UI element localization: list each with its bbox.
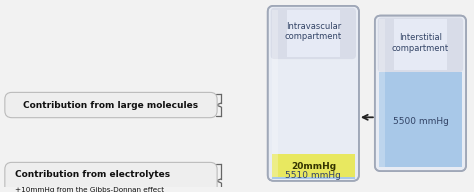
Bar xyxy=(379,19,385,167)
FancyBboxPatch shape xyxy=(268,6,359,181)
Bar xyxy=(287,10,339,57)
FancyBboxPatch shape xyxy=(5,162,217,192)
Text: 5510 mmHg: 5510 mmHg xyxy=(285,170,341,180)
Text: 5500 mmHg: 5500 mmHg xyxy=(392,117,448,126)
FancyBboxPatch shape xyxy=(375,16,466,171)
Text: +10mmHg from the Gibbs-Donnan effect: +10mmHg from the Gibbs-Donnan effect xyxy=(15,187,164,192)
Bar xyxy=(379,72,462,167)
Text: 20mmHg: 20mmHg xyxy=(291,162,336,171)
FancyBboxPatch shape xyxy=(378,17,463,72)
Bar xyxy=(394,19,447,70)
FancyBboxPatch shape xyxy=(5,92,217,118)
FancyBboxPatch shape xyxy=(271,8,356,59)
Bar xyxy=(272,10,278,177)
Text: Contribution from large molecules: Contribution from large molecules xyxy=(23,101,199,109)
Bar xyxy=(272,154,355,179)
Bar xyxy=(272,177,355,179)
Text: Contribution from electrolytes: Contribution from electrolytes xyxy=(15,170,170,179)
Text: Intravascular
compartment: Intravascular compartment xyxy=(285,22,342,41)
Text: Interstitial
compartment: Interstitial compartment xyxy=(392,33,449,53)
